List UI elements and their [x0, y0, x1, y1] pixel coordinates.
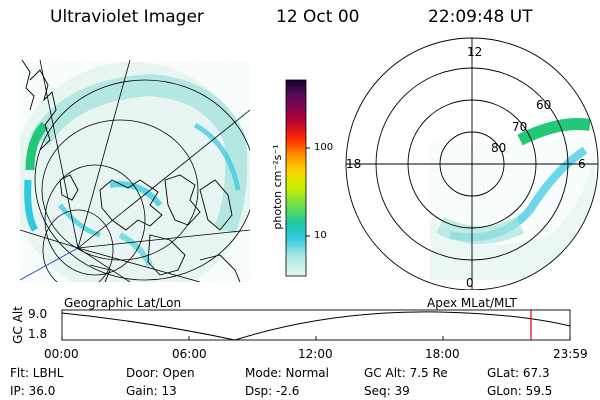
- mlt-label-dawn: 6: [578, 157, 586, 171]
- lat-label-70: 70: [512, 120, 528, 134]
- glon-info: GLon: 59.5: [487, 384, 553, 398]
- altitude-curve: [61, 311, 571, 341]
- geographic-image: [20, 59, 250, 282]
- colorbar-tick-10: 10: [314, 230, 327, 241]
- colorbar-unit-label: photon cm⁻²s⁻¹: [271, 144, 284, 230]
- ip-info: IP: 36.0: [10, 384, 56, 398]
- mlt-label-midnight: 0: [466, 276, 474, 290]
- gcalt-tick-low: 1.8: [28, 327, 48, 341]
- dsp-info: Dsp: -2.6: [245, 384, 300, 398]
- filter-info: Flt: LBHL: [10, 366, 64, 380]
- time-tick-0000: 00:00: [44, 347, 79, 361]
- intensity-colorbar: [285, 79, 310, 277]
- time-label: 22:09:48 UT: [428, 7, 533, 27]
- colorbar-tick-100: 100: [314, 142, 334, 153]
- gcalt-info: GC Alt: 7.5 Re: [364, 366, 448, 380]
- mode-info: Mode: Normal: [245, 366, 329, 380]
- lat-label-80: 80: [491, 141, 507, 155]
- time-tick-0600: 06:00: [172, 347, 207, 361]
- geographic-label: Geographic Lat/Lon: [64, 296, 182, 310]
- gcalt-tick-high: 9.0: [28, 307, 48, 321]
- altitude-timeline: [61, 309, 571, 341]
- mlt-label-noon: 12: [467, 45, 483, 59]
- polar-aurora-band: [517, 118, 591, 146]
- glat-info: GLat: 67.3: [487, 366, 550, 380]
- instrument-title: Ultraviolet Imager: [50, 7, 204, 27]
- date-label: 12 Oct 00: [276, 7, 360, 27]
- apex-label: Apex MLat/MLT: [427, 296, 517, 310]
- time-tick-1200: 12:00: [298, 347, 333, 361]
- polar-mlt-plot: [345, 37, 599, 290]
- time-tick-2359: 23:59: [553, 347, 588, 361]
- gain-info: Gain: 13: [126, 384, 177, 398]
- seq-info: Seq: 39: [364, 384, 410, 398]
- mlt-label-dusk: 18: [346, 157, 362, 171]
- lat-label-60: 60: [536, 98, 552, 112]
- time-tick-1800: 18:00: [425, 347, 460, 361]
- door-info: Door: Open: [126, 366, 195, 380]
